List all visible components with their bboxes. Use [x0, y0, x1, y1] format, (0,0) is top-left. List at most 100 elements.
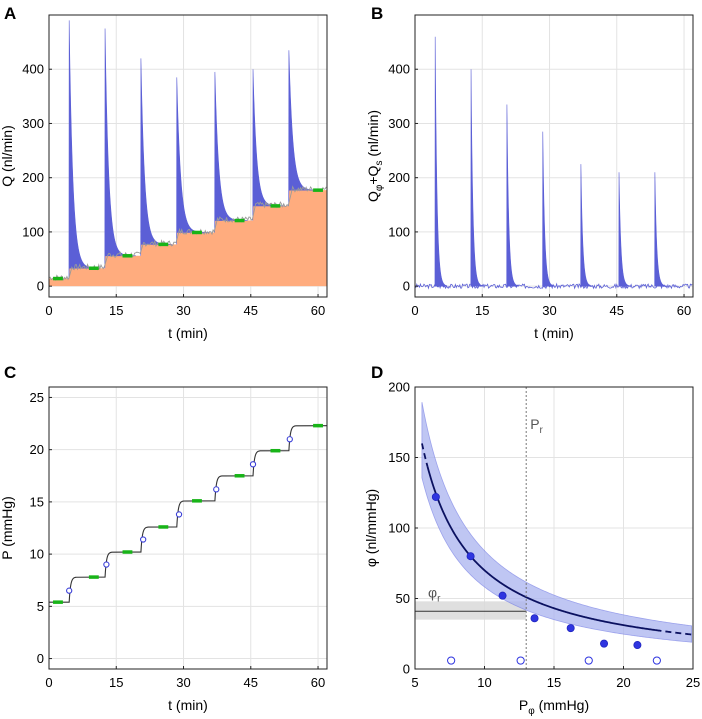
panel-d-fit-dashed-right: [655, 629, 694, 636]
panel-b-data: [414, 36, 693, 290]
panel-c-xtick-label-1: 15: [109, 675, 123, 690]
panel-a-xtick-label-1: 15: [109, 303, 123, 318]
panel-d-filled-point-3: [530, 614, 539, 623]
panel-b-ylabel-sub2: s: [374, 161, 385, 166]
panel-b-spike-4: [580, 164, 593, 287]
panel-a-data: [48, 20, 327, 287]
panel-d-fit-solid: [426, 466, 656, 631]
panel-b-spike-2: [506, 104, 519, 287]
panel-a-xlabel: t (min): [168, 325, 208, 341]
panel-b-xtick-label-1: 15: [475, 303, 489, 318]
panel-b-xtick-label-0: 0: [411, 303, 418, 318]
panel-d-confidence-band: [421, 402, 693, 643]
panel-b-ytick-label-1: 100: [388, 224, 410, 239]
panel-c-open-circle-3: [175, 511, 183, 518]
panel-a-ytick-label-2: 200: [22, 170, 44, 185]
panel-b-ylabel-main: Q: [365, 191, 381, 202]
panel-c-ytick-label-0: 0: [37, 651, 44, 666]
panel-b-ytick-label-4: 400: [388, 62, 410, 77]
panel-a-xtick-label-3: 45: [244, 303, 258, 318]
panel-d-pr-label-main: P: [530, 416, 539, 432]
panel-d-ytick-label-1: 50: [396, 591, 410, 606]
panel-c-xtick-label-3: 45: [244, 675, 258, 690]
panel-c-open-circle-4: [213, 486, 220, 493]
panel-d-phi-r-label: φr: [428, 584, 441, 604]
panel-a-xtick-label-4: 60: [311, 303, 325, 318]
panel-d-filled-point-1: [466, 552, 475, 561]
panel-a-spike-5: [214, 71, 248, 233]
panel-d-phi-r-label-main: φ: [428, 584, 437, 600]
panel-d-open-point-2: [584, 656, 593, 665]
panel-b-spike-1: [470, 69, 484, 287]
panel-c-open-circle-5: [249, 461, 257, 468]
panel-a-spike-7: [288, 50, 322, 206]
panel-d-xlabel-sub: φ: [528, 706, 535, 717]
panel-d-ylabel: φ (nl/mmHg): [363, 489, 379, 567]
panel-c-label: C: [4, 363, 16, 382]
panel-d-open-point-0: [447, 656, 456, 665]
panel-c: C 0 15 30 45 60 0 5 10 15 20 25 t (min) P (mmHg): [0, 363, 328, 713]
panel-a-spike-6: [252, 69, 284, 221]
panel-b-ytick-label-2: 200: [388, 170, 410, 185]
panel-a-ytick-label-4: 400: [22, 62, 44, 77]
panel-b-frame: [414, 14, 694, 298]
panel-c-open-circle-2: [140, 536, 147, 543]
panel-b-label: B: [371, 4, 383, 23]
panel-b-spike-3: [542, 131, 555, 287]
panel-d-filled-point-4: [566, 624, 575, 633]
panel-b-xtick-label-4: 60: [677, 303, 691, 318]
panel-d-filled-point-2: [498, 591, 507, 600]
panel-c-open-circle-0: [66, 587, 73, 594]
panel-d-pr-label-sub: r: [540, 425, 544, 436]
panel-a-xtick-label-0: 0: [45, 303, 52, 318]
panel-b-ytick-label-3: 300: [388, 116, 410, 131]
panel-b-ylabel: Qφ+Qs (nl/min): [365, 110, 385, 202]
panel-a-spike-1: [68, 20, 100, 279]
panel-b-spike-6: [654, 172, 667, 287]
panel-d-open-point-1: [516, 656, 525, 665]
panel-a-noise-trace: [48, 185, 327, 282]
panel-d-xlabel: Pφ (mmHg): [519, 697, 589, 717]
panel-b-spike-5: [618, 172, 631, 287]
panel-d-xtick-label-3: 20: [616, 675, 630, 690]
panel-b-ylabel-sub1: φ: [374, 184, 385, 191]
panel-d-ytick-label-2: 100: [388, 521, 410, 536]
panel-a-ylabel: Q (nl/min): [0, 125, 15, 186]
panel-c-open-circle-6: [286, 436, 293, 443]
panel-c-ytick-label-3: 15: [30, 494, 44, 509]
panel-d-xtick-label-1: 10: [477, 675, 491, 690]
panel-d-xtick-label-2: 15: [547, 675, 561, 690]
panel-d-open-point-3: [652, 656, 661, 665]
panel-d-xtick-label-4: 25: [686, 675, 700, 690]
panel-b: B 0 15 30 45 60 0 100 200 300 400 t (min) Qφ+Qs (…: [365, 4, 694, 341]
panel-b-ticks: 0 15 30 45 60 0 100 200 300 400: [388, 62, 691, 318]
panel-d-label: D: [371, 363, 383, 382]
panel-c-xlabel: t (min): [168, 697, 208, 713]
panel-b-grid: [414, 15, 693, 297]
panel-b-xtick-label-3: 45: [610, 303, 624, 318]
panel-d-pr-label: Pr: [530, 416, 543, 436]
panel-d-ytick-label-0: 0: [403, 662, 410, 677]
panel-d-phi-r-band: [415, 601, 527, 620]
panel-a-ytick-label-3: 300: [22, 116, 44, 131]
panel-d-ticks: 5 10 15 20 25 0 50 100 150 200: [388, 380, 700, 691]
panel-b-spike-0: [434, 36, 448, 287]
panel-a-baseline-area: [49, 190, 327, 287]
panel-d-xlabel-tail: (mmHg): [535, 697, 589, 713]
panel-d-fit-dashed-left: [421, 443, 429, 467]
panel-d-ytick-label-3: 150: [388, 450, 410, 465]
panel-d-phi-r-label-sub: r: [437, 593, 441, 604]
panel-d-filled-point-0: [431, 492, 440, 501]
panel-b-ylabel-mid: +Q: [365, 165, 381, 184]
panel-d-xtick-label-0: 5: [411, 675, 418, 690]
panel-c-xtick-label-4: 60: [311, 675, 325, 690]
panel-a-xtick-label-2: 30: [176, 303, 190, 318]
panel-c-ylabel: P (mmHg): [0, 496, 15, 560]
panel-b-xlabel: t (min): [534, 325, 574, 341]
panel-a-frame: [48, 14, 328, 298]
panel-a-spike-4: [176, 77, 210, 245]
panel-d-ytick-label-4: 200: [388, 380, 410, 395]
panel-d-xlabel-main: P: [519, 697, 528, 713]
panel-a-spike-3: [140, 58, 172, 256]
